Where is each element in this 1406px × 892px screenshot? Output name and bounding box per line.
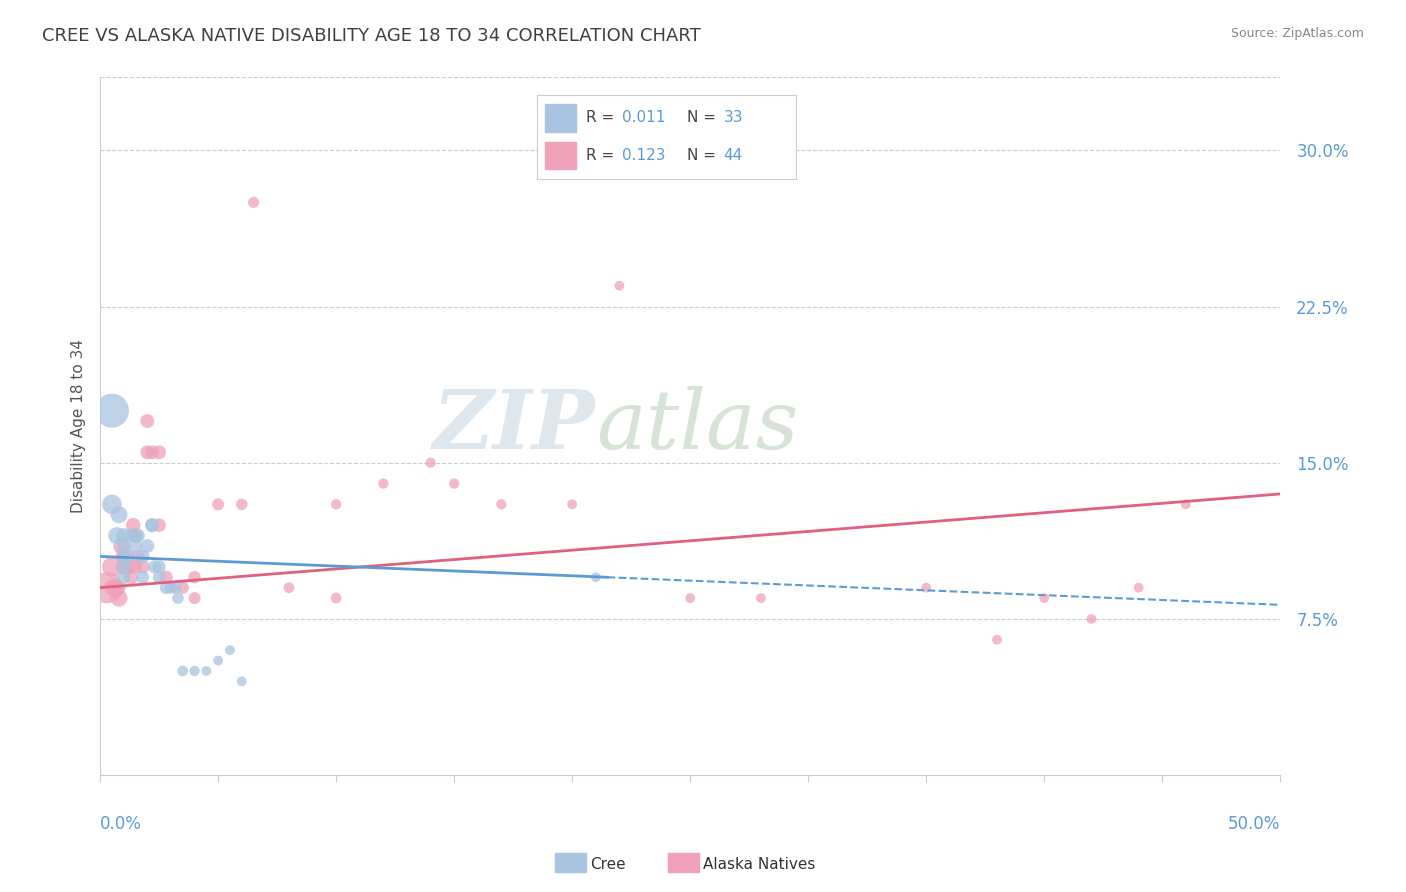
Text: 0.0%: 0.0%	[100, 815, 142, 833]
Point	[419, 456, 441, 470]
Point	[110, 539, 132, 553]
Point	[108, 508, 131, 522]
Text: CREE VS ALASKA NATIVE DISABILITY AGE 18 TO 34 CORRELATION CHART: CREE VS ALASKA NATIVE DISABILITY AGE 18 …	[42, 27, 702, 45]
Point	[96, 581, 118, 595]
Point	[103, 581, 125, 595]
Point	[136, 414, 159, 428]
Point	[101, 497, 124, 511]
Point	[112, 528, 135, 542]
Point	[561, 497, 583, 511]
Point	[117, 559, 139, 574]
Point	[207, 497, 229, 511]
Y-axis label: Disability Age 18 to 34: Disability Age 18 to 34	[72, 339, 86, 513]
Point	[172, 581, 194, 595]
Point	[491, 497, 513, 511]
Point	[219, 643, 242, 657]
Point	[131, 549, 153, 564]
Point	[105, 528, 128, 542]
Point	[141, 518, 163, 533]
Point	[609, 278, 631, 293]
Point	[443, 476, 465, 491]
Point	[1080, 612, 1102, 626]
Point	[136, 445, 159, 459]
Point	[915, 581, 938, 595]
Point	[207, 654, 229, 668]
Text: Alaska Natives: Alaska Natives	[703, 857, 815, 871]
Point	[242, 195, 264, 210]
Point	[148, 445, 170, 459]
Point	[148, 559, 170, 574]
Point	[165, 581, 187, 595]
Point	[122, 518, 145, 533]
Point	[148, 518, 170, 533]
Point	[143, 559, 166, 574]
Point	[131, 570, 153, 584]
Point	[148, 570, 170, 584]
Text: ZIP: ZIP	[433, 386, 596, 467]
Point	[278, 581, 301, 595]
Point	[117, 549, 139, 564]
Point	[112, 570, 135, 584]
Point	[231, 674, 253, 689]
Text: 50.0%: 50.0%	[1227, 815, 1281, 833]
Point	[172, 664, 194, 678]
Point	[183, 570, 205, 584]
Point	[105, 581, 128, 595]
Text: Source: ZipAtlas.com: Source: ZipAtlas.com	[1230, 27, 1364, 40]
Point	[183, 591, 205, 605]
Text: Cree: Cree	[591, 857, 626, 871]
Point	[120, 570, 142, 584]
Text: atlas: atlas	[596, 386, 799, 467]
Point	[136, 539, 159, 553]
Point	[585, 570, 607, 584]
Point	[101, 559, 124, 574]
Point	[160, 581, 183, 595]
Point	[749, 591, 772, 605]
Point	[124, 528, 146, 542]
Point	[124, 539, 146, 553]
Point	[131, 559, 153, 574]
Point	[141, 445, 163, 459]
Point	[108, 591, 131, 605]
Point	[1033, 591, 1056, 605]
Point	[325, 591, 347, 605]
Point	[231, 497, 253, 511]
Point	[141, 518, 163, 533]
Point	[112, 549, 135, 564]
Point	[112, 559, 135, 574]
Point	[127, 528, 149, 542]
Point	[155, 570, 177, 584]
Point	[127, 549, 149, 564]
Point	[112, 539, 135, 553]
Point	[124, 559, 146, 574]
Point	[325, 497, 347, 511]
Point	[120, 528, 142, 542]
Point	[101, 403, 124, 417]
Point	[167, 591, 190, 605]
Point	[155, 581, 177, 595]
Point	[124, 528, 146, 542]
Point	[183, 664, 205, 678]
Point	[1128, 581, 1150, 595]
Point	[112, 559, 135, 574]
Point	[112, 549, 135, 564]
Point	[195, 664, 218, 678]
Point	[679, 591, 702, 605]
Point	[373, 476, 395, 491]
Point	[1174, 497, 1197, 511]
Point	[986, 632, 1008, 647]
